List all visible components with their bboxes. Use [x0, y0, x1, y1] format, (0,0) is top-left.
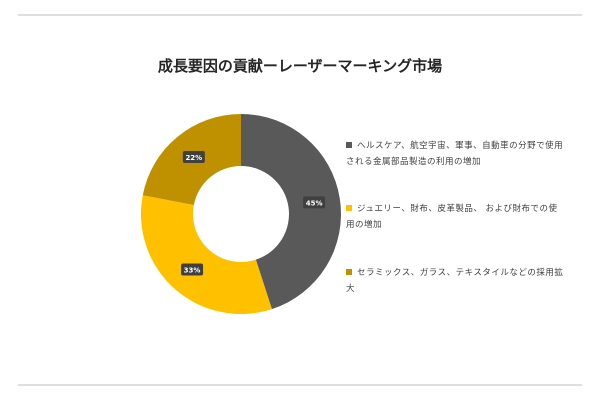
value-label: 45%: [306, 199, 323, 207]
legend-label: ジュエリー、財布、皮革製品、 および財布での使用の増加: [346, 204, 558, 230]
chart-title: 成長要因の貢献ーレーザーマーキング市場: [158, 57, 442, 75]
legend-item: ジュエリー、財布、皮革製品、 および財布での使用の増加: [346, 201, 566, 233]
donut-segment: [141, 195, 272, 314]
legend-label: セラミックス、ガラス、テキスタイルなどの採用拡大: [346, 268, 564, 294]
label-badge: [182, 150, 205, 163]
donut-segment: [241, 114, 341, 310]
legend-swatch: [346, 142, 352, 148]
legend-item: ヘルスケア、航空宇宙、軍事、自動車の分野で使用される金属部品製造の利用の増加: [346, 138, 566, 170]
label-badge: [303, 196, 326, 209]
legend-label: ヘルスケア、航空宇宙、軍事、自動車の分野で使用される金属部品製造の利用の増加: [346, 141, 564, 167]
legend-item: セラミックス、ガラス、テキスタイルなどの採用拡大: [346, 265, 566, 297]
value-label: 22%: [185, 154, 202, 162]
legend-swatch: [346, 269, 352, 275]
label-badge: [181, 263, 204, 276]
value-label: 33%: [184, 267, 201, 275]
legend-swatch: [346, 205, 352, 211]
